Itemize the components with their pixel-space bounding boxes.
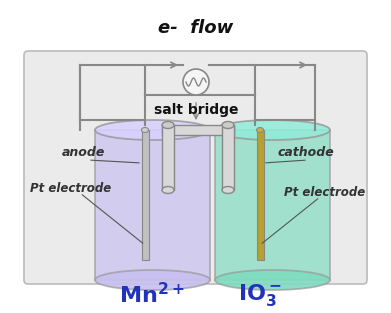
Ellipse shape (222, 187, 234, 193)
Ellipse shape (95, 120, 210, 140)
Bar (95, 130, 210, 280)
Ellipse shape (95, 270, 210, 290)
Ellipse shape (95, 270, 210, 290)
Text: e-  flow: e- flow (158, 19, 234, 37)
Ellipse shape (222, 121, 234, 129)
Ellipse shape (215, 120, 330, 140)
Ellipse shape (215, 270, 330, 290)
Bar (215, 130, 330, 280)
Bar (162, 125, 174, 190)
Text: $\mathbf{Mn^{2+}}$: $\mathbf{Mn^{2+}}$ (119, 282, 185, 308)
Text: Pt electrode: Pt electrode (30, 182, 111, 194)
Bar (256, 130, 264, 260)
Text: anode: anode (62, 146, 106, 160)
Ellipse shape (215, 270, 330, 290)
Text: Pt electrode: Pt electrode (284, 186, 365, 198)
Bar (142, 130, 149, 260)
Ellipse shape (142, 127, 149, 132)
Ellipse shape (162, 121, 174, 129)
Text: $\mathbf{IO_3^-}$: $\mathbf{IO_3^-}$ (238, 282, 282, 308)
Text: cathode: cathode (277, 146, 334, 160)
Ellipse shape (256, 127, 264, 132)
Text: salt bridge: salt bridge (154, 103, 238, 117)
Bar (162, 125, 234, 135)
Ellipse shape (162, 187, 174, 193)
Circle shape (183, 69, 209, 95)
Bar (222, 125, 234, 190)
FancyBboxPatch shape (24, 51, 367, 284)
